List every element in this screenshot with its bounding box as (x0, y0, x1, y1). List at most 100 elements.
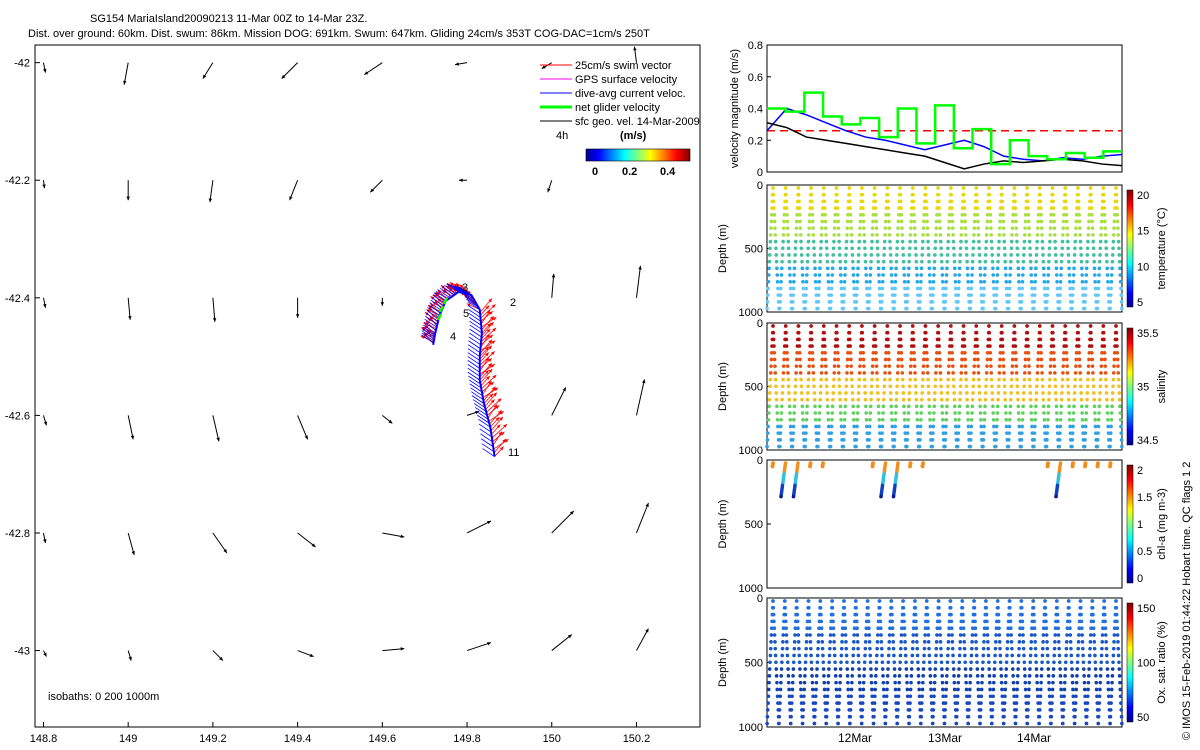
profile-point (896, 350, 901, 355)
profile-point (1087, 653, 1092, 658)
profile-point (1033, 286, 1037, 291)
profile-point (1068, 424, 1072, 429)
profile-point (829, 424, 834, 429)
profile-point (772, 219, 777, 224)
profile-point (996, 253, 1001, 257)
profile-point (1022, 239, 1027, 244)
profile-point (1102, 199, 1106, 204)
profile-point (964, 674, 968, 678)
profile-point (767, 253, 772, 257)
profile-point (803, 667, 808, 671)
swim-vector-head (485, 352, 489, 357)
dive-profile (790, 186, 807, 311)
profile-point (935, 350, 939, 355)
profile-point (950, 633, 954, 637)
profile-point (1058, 667, 1062, 671)
sfc-arrow-head (380, 302, 385, 306)
profile-point (854, 438, 859, 442)
profile-point (886, 653, 891, 658)
profile-point (943, 438, 948, 442)
profile-point (1061, 233, 1065, 237)
profile-point (888, 391, 893, 395)
profile-point (892, 660, 897, 665)
dac-vector (422, 326, 436, 336)
profile-point (1025, 721, 1030, 726)
profile-point (834, 687, 839, 692)
profile-point (1059, 259, 1064, 264)
sfc-arrow-head (370, 188, 375, 193)
profile-point (1092, 404, 1097, 409)
profile-point (928, 680, 933, 685)
net-vel-vector (438, 305, 445, 313)
profile-point (911, 199, 916, 204)
profile-point (881, 404, 886, 409)
profile-point (773, 646, 778, 651)
dive-profile (778, 186, 794, 311)
profile-point (923, 192, 928, 197)
profile-point (1117, 674, 1122, 678)
profile-point (937, 206, 941, 210)
profile-point (1015, 687, 1019, 692)
profile-point (854, 606, 858, 610)
sfc-arrow-head (487, 520, 492, 525)
profile-point (1073, 239, 1078, 244)
profile-point (997, 633, 1002, 637)
dive-profile (871, 599, 888, 726)
profile-point (1013, 337, 1017, 342)
profile-point (983, 404, 987, 409)
profile-point (892, 653, 896, 658)
profile-point (786, 667, 790, 671)
sfc-velocity-arrows (42, 46, 649, 661)
profile-point (925, 357, 929, 362)
profile-point (873, 687, 878, 692)
profile-point (926, 246, 931, 251)
profile-point (1025, 186, 1029, 190)
profile-point (990, 384, 994, 389)
profile-point (817, 279, 822, 284)
profile-point (1041, 391, 1045, 395)
profile-point (834, 324, 839, 328)
profile-point (956, 424, 961, 429)
profile-point (916, 660, 920, 665)
profile-point (819, 619, 824, 624)
net-vel-vector (436, 313, 443, 321)
profile-point (969, 293, 973, 297)
dac-vector (469, 383, 483, 393)
profile-point (851, 660, 855, 665)
profile-point (1025, 330, 1030, 335)
profile-point (1114, 612, 1119, 617)
profile-point (766, 273, 771, 277)
profile-point (810, 674, 814, 678)
profile-point (810, 680, 815, 685)
profile-point (848, 337, 852, 342)
profile-point (1001, 212, 1005, 217)
profile-point (1056, 619, 1060, 624)
profile-point (1114, 606, 1119, 610)
profile-point (771, 612, 776, 617)
profile-point (1013, 344, 1018, 348)
profile-point (1084, 266, 1089, 271)
profile-point (991, 279, 996, 284)
profile-point (1085, 708, 1089, 712)
vel-ytick-label: 0.2 (748, 135, 763, 147)
profile-point (825, 253, 829, 257)
profile-point (830, 273, 835, 277)
profile-point (854, 444, 858, 449)
profile-point (767, 397, 772, 402)
profile-point (937, 357, 942, 362)
profile-point (861, 694, 865, 699)
profile-point (1100, 212, 1104, 217)
profile-point (1010, 364, 1015, 368)
profile-point (972, 219, 977, 224)
profile-point (813, 273, 818, 277)
profile-point (842, 286, 847, 291)
dac-vector (468, 336, 482, 346)
profile-point (1032, 293, 1037, 297)
profile-point (906, 417, 910, 422)
profile-point (1033, 424, 1037, 429)
profile-point (1067, 273, 1072, 277)
profile-point (879, 438, 884, 442)
profile-point (784, 337, 789, 342)
profile-point (1051, 680, 1055, 685)
profile-point (1100, 633, 1105, 637)
